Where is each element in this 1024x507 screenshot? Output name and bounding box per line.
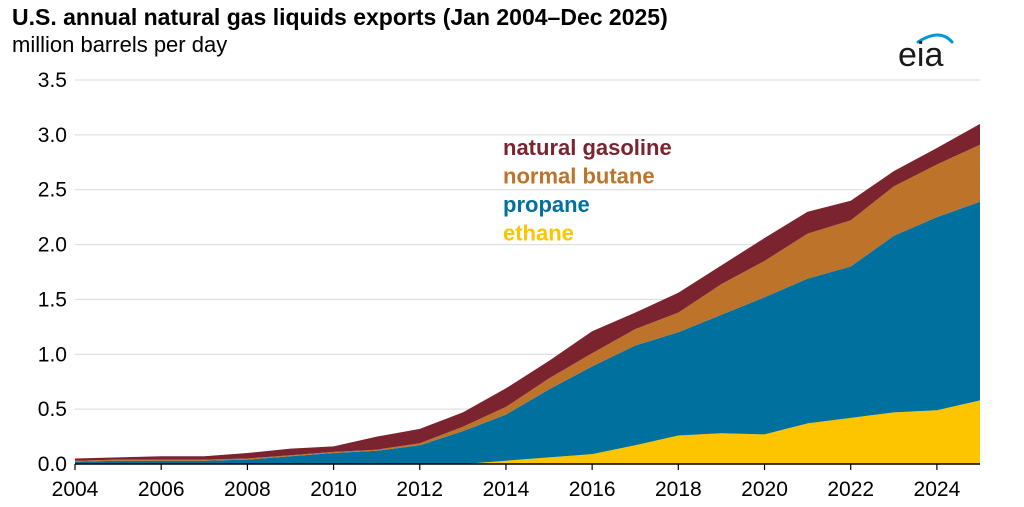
y-tick-label: 3.5 xyxy=(38,69,67,92)
y-tick-label: 1.0 xyxy=(38,343,67,366)
x-tick-label: 2010 xyxy=(310,478,357,501)
x-tick-label: 2004 xyxy=(52,478,99,501)
x-tick-label: 2008 xyxy=(224,478,271,501)
area-ethane xyxy=(75,400,980,464)
x-tick-label: 2006 xyxy=(138,478,185,501)
x-tick-label: 2014 xyxy=(483,478,530,501)
legend-item: ethane xyxy=(503,221,574,246)
y-tick-label: 1.5 xyxy=(38,288,67,311)
y-tick-label: 0.0 xyxy=(38,453,67,476)
x-tick-label: 2012 xyxy=(396,478,443,501)
y-tick-label: 2.5 xyxy=(38,179,67,202)
x-axis-ticks: 2004 2006 2008 2010 2012 2014 2016 2018 2020 2022… xyxy=(52,464,961,501)
x-tick-label: 2020 xyxy=(741,478,788,501)
area-propane xyxy=(75,201,980,465)
y-tick-label: 3.0 xyxy=(38,124,67,147)
x-tick-label: 2024 xyxy=(914,478,961,501)
logo-text: eia xyxy=(898,36,943,72)
x-tick-label: 2018 xyxy=(655,478,702,501)
y-axis-ticks: 0.0 0.5 1.0 1.5 2.0 2.5 3.0 3.5 xyxy=(38,69,67,476)
legend: natural gasoline normal butane propane etha… xyxy=(503,135,672,246)
x-tick-label: 2016 xyxy=(569,478,616,501)
chart-subtitle: million barrels per day xyxy=(12,32,228,57)
eia-logo: eia xyxy=(898,33,954,72)
logo-arc xyxy=(916,33,954,44)
legend-item: normal butane xyxy=(503,164,655,189)
y-tick-label: 0.5 xyxy=(38,398,67,421)
legend-item: natural gasoline xyxy=(503,135,672,160)
legend-item: propane xyxy=(503,192,590,217)
chart-title: U.S. annual natural gas liquids exports … xyxy=(12,4,668,30)
y-tick-label: 2.0 xyxy=(38,234,67,257)
stacked-areas xyxy=(75,123,980,465)
area-normal-butane xyxy=(75,144,980,462)
x-tick-label: 2022 xyxy=(827,478,874,501)
